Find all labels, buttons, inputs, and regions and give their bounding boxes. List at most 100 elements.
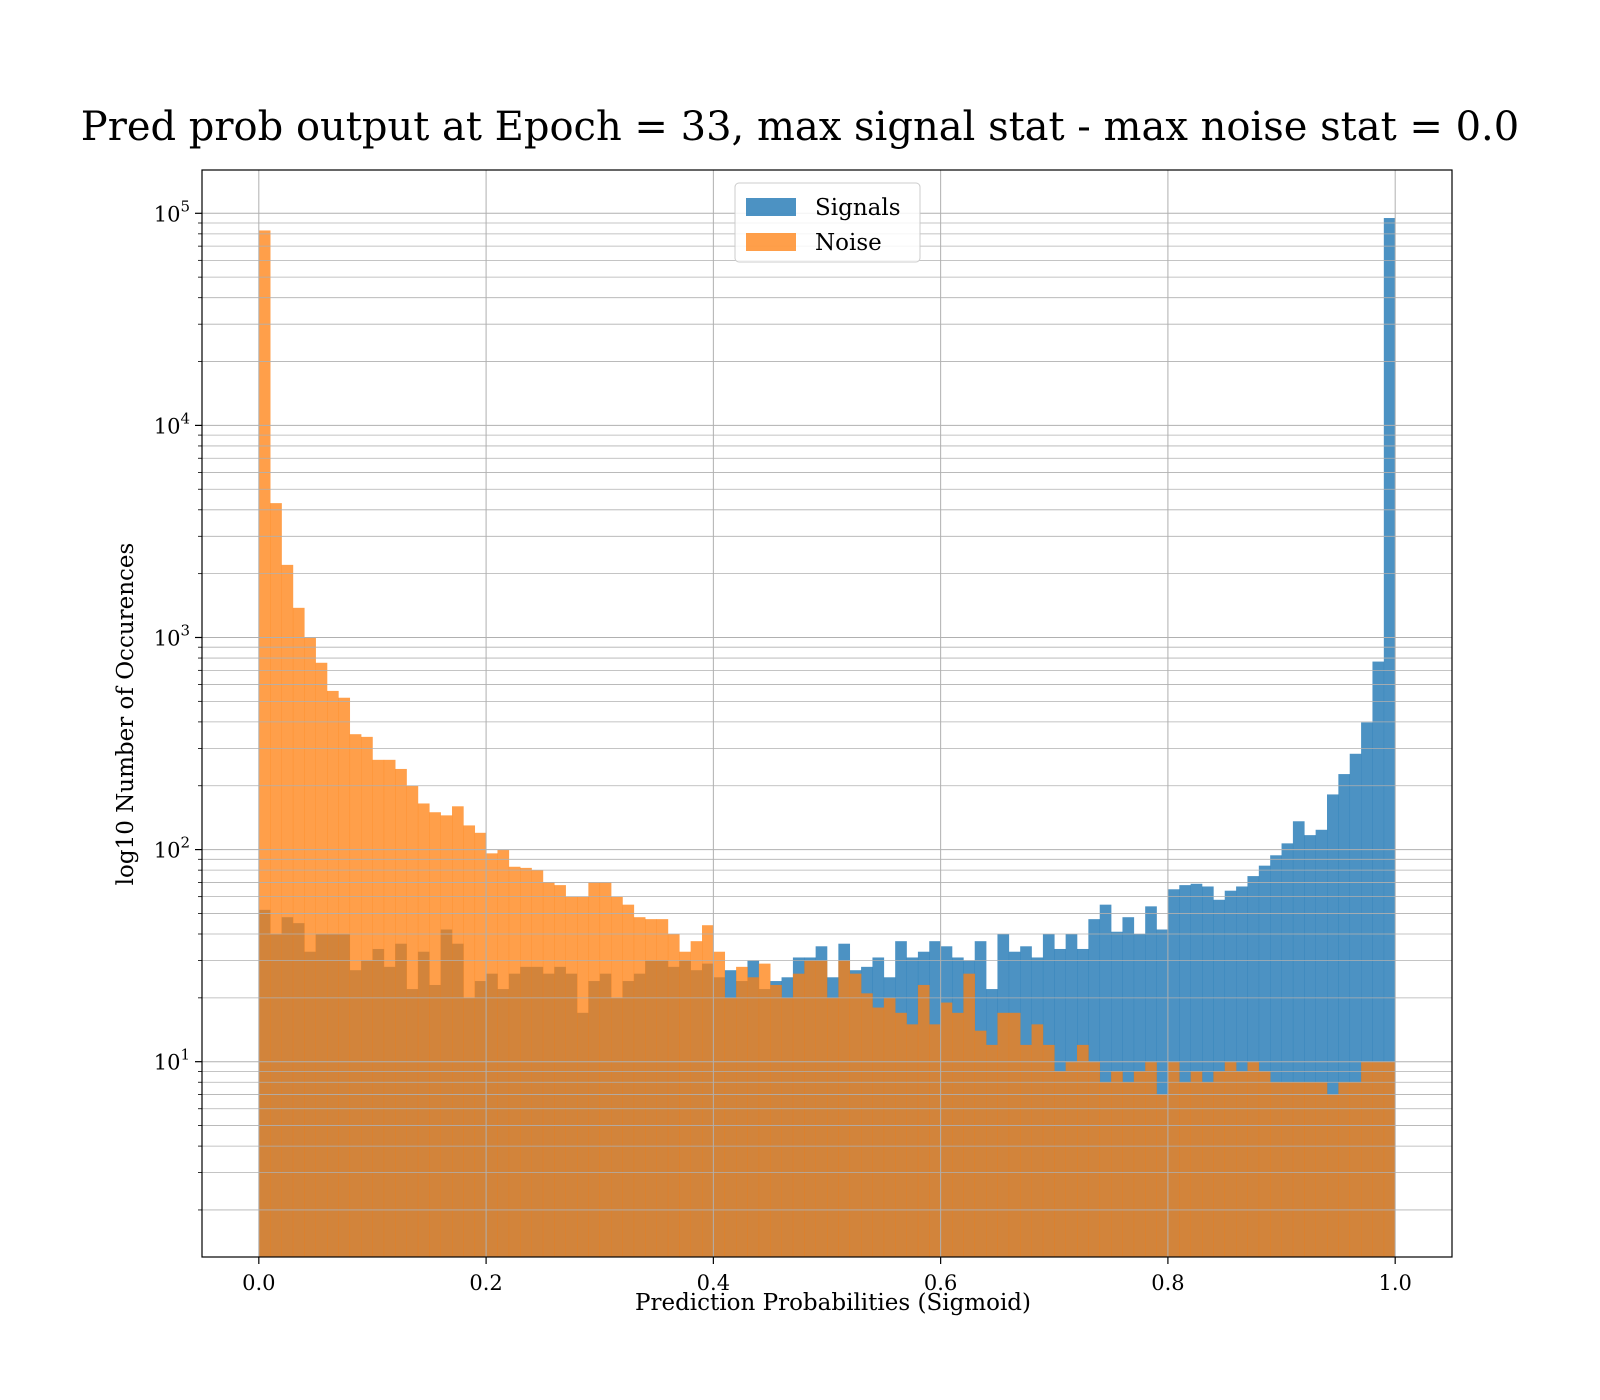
noise-bar — [1281, 1082, 1294, 1257]
signals-bar — [1327, 794, 1339, 1257]
noise-bar — [1054, 1071, 1066, 1257]
noise-bar — [474, 832, 487, 1257]
noise-bar — [633, 917, 646, 1257]
signals-bar — [1349, 753, 1362, 1257]
noise-bar — [1008, 1012, 1021, 1257]
noise-bar — [872, 1007, 885, 1257]
noise-bar — [1349, 1082, 1362, 1257]
noise-bar — [292, 607, 305, 1257]
noise-legend-label: Noise — [815, 230, 882, 256]
x-tick-label: 0.8 — [1151, 1271, 1184, 1295]
noise-bar — [1304, 1082, 1316, 1257]
signals-bar — [1270, 855, 1282, 1257]
noise-bar — [906, 1024, 919, 1257]
noise-bar — [270, 503, 282, 1257]
noise-bar — [895, 1012, 907, 1257]
noise-bar — [1372, 1061, 1385, 1257]
noise-bar — [792, 973, 805, 1257]
noise-bar — [736, 966, 748, 1257]
x-tick-label: 0.2 — [469, 1271, 502, 1295]
noise-bar — [940, 1002, 953, 1257]
noise-bar — [1213, 1071, 1226, 1257]
noise-bar — [1122, 1082, 1135, 1257]
noise-bar — [1315, 1082, 1328, 1257]
noise-bar — [565, 896, 578, 1257]
signals-bar — [1361, 722, 1373, 1257]
noise-bar — [1042, 1044, 1055, 1257]
y-tick-label: 104 — [154, 409, 190, 438]
noise-bar — [327, 690, 339, 1257]
x-tick-label: 0.4 — [697, 1271, 730, 1295]
noise-bar — [349, 734, 362, 1257]
axes-frame — [201, 169, 1453, 1258]
noise-bar — [702, 925, 714, 1257]
noise-bar — [520, 867, 532, 1257]
noise-bar — [986, 1044, 998, 1257]
noise-bar — [645, 919, 657, 1257]
signals-bar — [1190, 883, 1203, 1257]
noise-bar — [758, 963, 771, 1257]
noise-bar — [577, 896, 589, 1257]
noise-bar — [622, 904, 635, 1257]
noise-bar — [690, 941, 703, 1257]
x-axis-label: Prediction Probabilities (Sigmoid) — [635, 1290, 1031, 1316]
signals-bar — [1292, 821, 1305, 1257]
signals-legend-swatch — [746, 198, 796, 216]
series-noise — [258, 230, 1396, 1258]
noise-bar — [361, 736, 373, 1257]
noise-bar — [770, 984, 782, 1257]
noise-bar — [531, 870, 544, 1257]
chart-title: Pred prob output at Epoch = 33, max sign… — [81, 104, 1519, 150]
noise-bar — [1167, 1061, 1180, 1257]
noise-bar — [679, 951, 691, 1257]
signals-bar — [1338, 774, 1351, 1257]
noise-bar — [1065, 1061, 1078, 1257]
noise-bar — [883, 997, 896, 1257]
noise-bar — [1338, 1082, 1351, 1257]
signals-bar — [1383, 218, 1396, 1258]
noise-bar — [656, 919, 669, 1257]
noise-bar — [383, 759, 396, 1257]
signals-bar — [1372, 661, 1385, 1257]
noise-bar — [1270, 1082, 1282, 1257]
noise-bar — [781, 997, 794, 1257]
noise-bar — [452, 806, 464, 1257]
noise-bar — [917, 984, 930, 1257]
noise-bar — [1111, 1071, 1123, 1257]
noise-bar — [1383, 1061, 1396, 1257]
y-axis-label: log10 Number of Occurences — [113, 543, 139, 886]
signals-legend-label: Signals — [815, 195, 901, 221]
noise-bar — [304, 637, 316, 1257]
signals-bar — [1099, 904, 1112, 1257]
signals-bar — [1156, 929, 1169, 1257]
noise-legend-swatch — [746, 233, 796, 251]
noise-bar — [713, 951, 726, 1257]
signals-bar — [1315, 829, 1328, 1257]
noise-bar — [463, 825, 476, 1257]
noise-bar — [1077, 1044, 1089, 1257]
noise-bar — [315, 662, 328, 1257]
noise-bar — [724, 997, 737, 1257]
noise-bar — [1190, 1071, 1203, 1257]
noise-bar — [1156, 1094, 1169, 1257]
noise-bar — [1133, 1071, 1146, 1257]
noise-bar — [747, 977, 760, 1257]
grid — [202, 170, 1452, 1257]
x-tick-label: 0.0 — [242, 1271, 275, 1295]
noise-bar — [338, 697, 351, 1257]
noise-bar — [1179, 1082, 1191, 1257]
noise-bar — [497, 849, 510, 1257]
noise-bar — [1224, 1061, 1237, 1257]
noise-bar — [1020, 1044, 1032, 1257]
noise-bar — [1247, 1061, 1260, 1257]
noise-bar — [1145, 1061, 1157, 1257]
noise-bar — [429, 812, 441, 1257]
noise-bar — [997, 1012, 1010, 1257]
y-tick-label: 103 — [154, 621, 190, 650]
noise-bar — [1361, 1061, 1373, 1257]
noise-bar — [611, 896, 623, 1257]
noise-bar — [667, 933, 680, 1257]
x-tick-label: 0.6 — [924, 1271, 957, 1295]
y-tick-label: 102 — [154, 834, 190, 863]
noise-bar — [1099, 1082, 1112, 1257]
